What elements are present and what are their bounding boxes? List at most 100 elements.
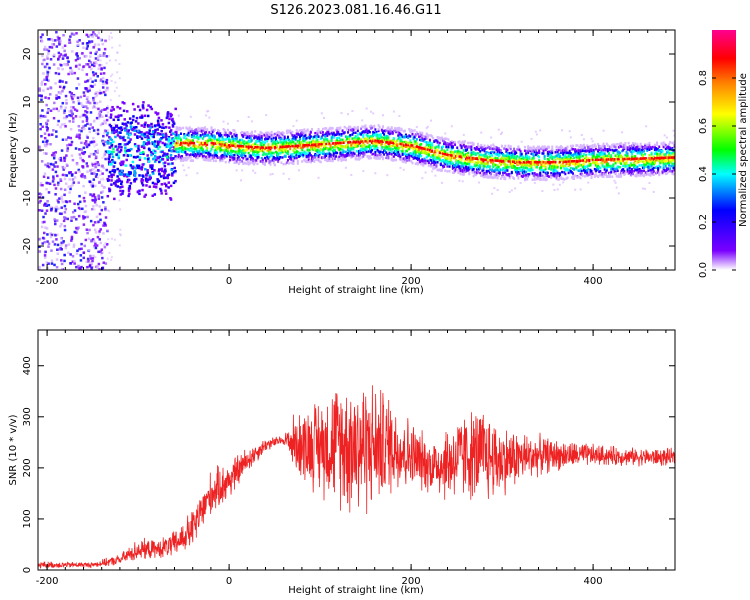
heatmap-cell: [418, 158, 421, 162]
heatmap-cell: [356, 129, 359, 133]
heatmap-cell: [231, 135, 234, 138]
heatmap-cell: [365, 147, 368, 151]
heatmap-cell: [509, 164, 512, 168]
heatmap-peak-cell: [190, 141, 193, 145]
heatmap-cell: [58, 85, 62, 89]
heatmap-peak-cell: [260, 146, 263, 149]
heatmap-cell: [102, 201, 105, 204]
heatmap-cell: [421, 134, 424, 138]
heatmap-cell: [47, 203, 51, 207]
heatmap-cell: [543, 157, 546, 160]
heatmap-cell: [518, 172, 521, 175]
heatmap-cell: [278, 132, 281, 136]
heatmap-cell: [380, 146, 383, 149]
heatmap-cell: [113, 169, 117, 172]
heatmap-cell: [134, 120, 138, 123]
heatmap-cell: [543, 145, 546, 148]
heatmap-cell: [47, 245, 50, 248]
heatmap-cell: [424, 159, 427, 162]
heatmap-cell: [73, 230, 77, 234]
heatmap-cell: [122, 160, 125, 163]
heatmap-cell: [166, 112, 169, 116]
heatmap-cell: [348, 147, 351, 150]
heatmap-cell: [270, 137, 273, 141]
heatmap-cell: [232, 141, 235, 145]
heatmap-cell: [86, 136, 89, 139]
heatmap-cell: [497, 170, 500, 173]
heatmap-faint-cell: [340, 112, 343, 115]
heatmap-cell: [544, 148, 547, 152]
heatmap-cell: [94, 150, 98, 153]
heatmap-cell: [98, 268, 101, 270]
heatmap-cell: [54, 71, 58, 75]
heatmap-peak-cell: [389, 141, 392, 144]
heatmap-cell: [267, 135, 270, 138]
heatmap-cell: [53, 219, 57, 223]
heatmap-cell: [206, 128, 209, 131]
heatmap-cell: [157, 121, 160, 125]
heatmap-cell: [92, 165, 95, 168]
heatmap-cell: [391, 155, 394, 159]
heatmap-cell: [134, 156, 138, 159]
heatmap-cell: [450, 156, 453, 159]
heatmap-cell: [522, 169, 525, 173]
heatmap-cell: [445, 157, 448, 161]
heatmap-cell: [160, 192, 163, 195]
heatmap-cell: [335, 155, 338, 158]
heatmap-cell: [125, 124, 128, 127]
heatmap-cell: [101, 256, 104, 260]
heatmap-cell: [48, 93, 52, 96]
heatmap-cell: [501, 151, 504, 155]
heatmap-cell: [153, 144, 157, 148]
heatmap-peak-cell: [498, 159, 501, 163]
heatmap-cell: [430, 155, 433, 159]
heatmap-cell: [319, 148, 322, 151]
heatmap-cell: [430, 134, 433, 137]
heatmap-cell: [170, 133, 173, 136]
heatmap-cell: [69, 143, 73, 147]
heatmap-cell: [349, 154, 352, 157]
heatmap-cell: [118, 135, 122, 139]
heatmap-cell: [409, 143, 412, 146]
heatmap-cell: [455, 160, 458, 163]
heatmap-cell: [387, 148, 390, 151]
heatmap-cell: [471, 166, 474, 169]
heatmap-cell: [409, 139, 412, 142]
heatmap-cell: [482, 164, 485, 167]
heatmap-cell: [232, 149, 235, 153]
heatmap-cell: [412, 148, 415, 151]
heatmap-cell: [47, 262, 50, 265]
heatmap-cell: [521, 162, 524, 166]
heatmap-peak-cell: [481, 158, 484, 161]
heatmap-cell: [41, 54, 44, 58]
heatmap-cell: [255, 140, 258, 143]
heatmap-cell: [182, 159, 185, 162]
heatmap-cell: [407, 136, 410, 139]
heatmap-cell: [76, 96, 80, 100]
heatmap-cell: [236, 150, 239, 153]
heatmap-cell: [307, 153, 310, 157]
heatmap-cell: [83, 199, 86, 203]
heatmap-cell: [183, 136, 186, 139]
heatmap-peak-cell: [292, 144, 295, 148]
heatmap-cell: [353, 143, 356, 146]
heatmap-cell: [70, 216, 73, 219]
heatmap-cell: [372, 152, 375, 156]
heatmap-cell: [425, 141, 428, 144]
heatmap-cell: [469, 158, 472, 161]
heatmap-cell: [434, 153, 437, 156]
heatmap-cell: [373, 138, 376, 141]
heatmap-cell: [211, 157, 214, 160]
heatmap-peak-cell: [221, 143, 224, 146]
heatmap-cell: [124, 151, 128, 154]
heatmap-cell: [172, 170, 176, 174]
heatmap-cell: [455, 161, 458, 165]
heatmap-cell: [293, 146, 296, 150]
heatmap-cell: [309, 142, 312, 146]
heatmap-cell: [264, 163, 267, 167]
heatmap-cell: [78, 153, 82, 156]
heatmap-cell: [316, 150, 319, 154]
heatmap-cell: [81, 151, 84, 155]
heatmap-cell: [481, 161, 484, 164]
heatmap-cell: [196, 153, 199, 156]
